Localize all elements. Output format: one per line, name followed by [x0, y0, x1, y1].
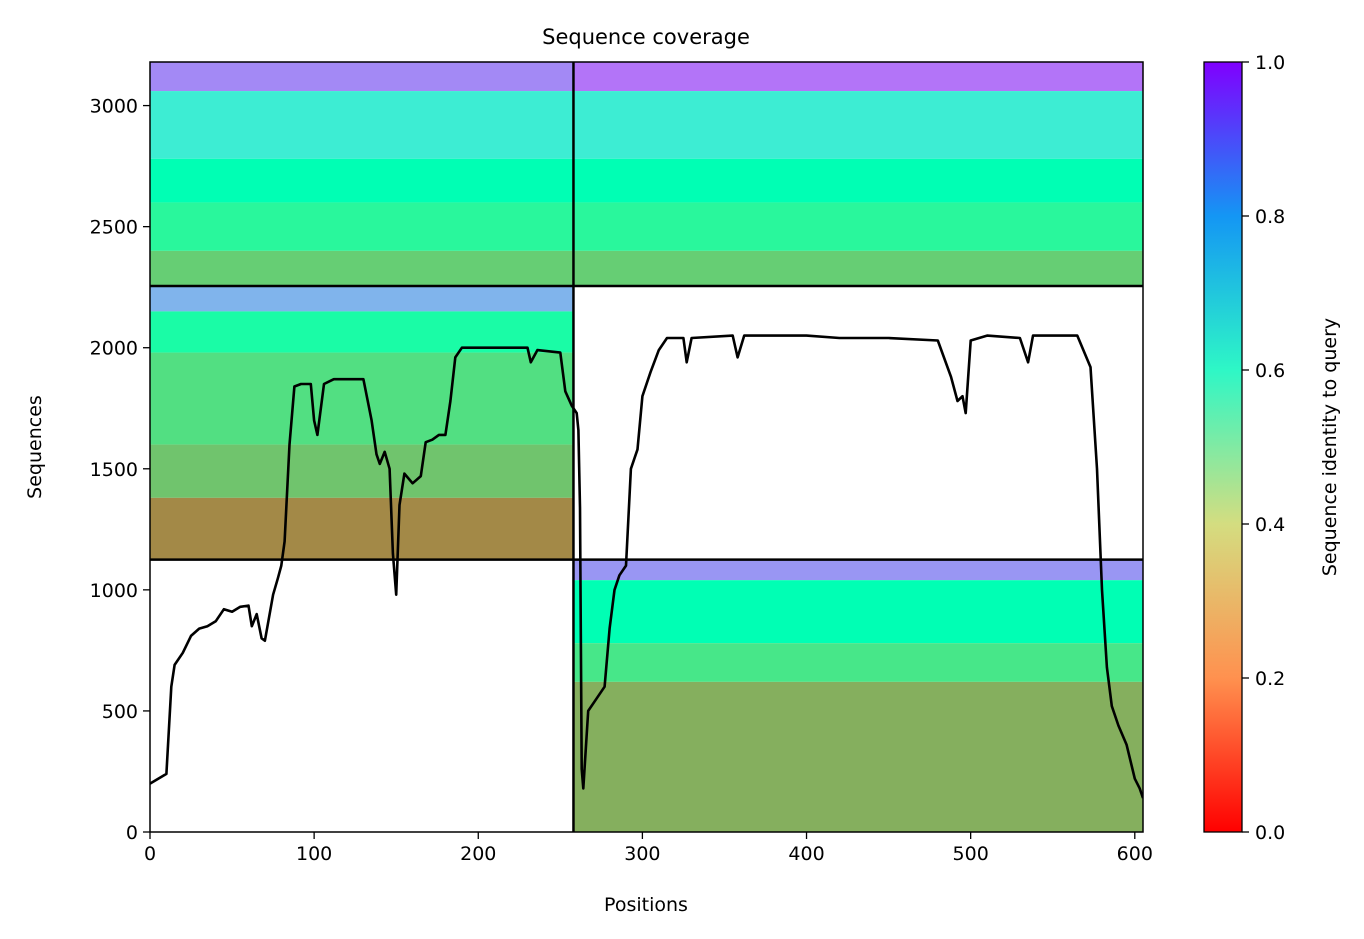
plot-frame	[149, 61, 1144, 833]
chart-title: Sequence coverage	[542, 25, 750, 49]
y-tick-label: 0	[126, 822, 138, 844]
colorbar-label: Sequence identity to query	[1319, 318, 1341, 576]
msa-band	[150, 352, 574, 445]
msa-band	[150, 444, 574, 498]
msa-band	[573, 202, 1143, 251]
x-axis: 0 100 200 300 400 500 600	[144, 832, 1153, 865]
msa-band	[573, 580, 1143, 644]
chain-separators	[150, 62, 1143, 832]
colorbar-tick-label: 0.6	[1255, 360, 1285, 382]
x-tick-label: 600	[1117, 843, 1153, 865]
msa-band	[573, 559, 1143, 581]
colorbar-tick-label: 0.4	[1255, 514, 1285, 536]
msa-band	[573, 250, 1143, 286]
y-tick-label: 500	[102, 701, 138, 723]
msa-band	[150, 250, 574, 286]
y-tick-label: 1000	[90, 580, 138, 602]
y-axis-label: Sequences	[24, 395, 46, 499]
msa-band	[573, 681, 1143, 832]
coverage-line	[150, 334, 1143, 799]
x-tick-label: 500	[953, 843, 989, 865]
colorbar-tick-label: 0.0	[1255, 822, 1285, 844]
colorbar-ticks: 0.0 0.2 0.4 0.6 0.8 1.0	[1242, 52, 1285, 844]
msa-band	[150, 285, 574, 312]
msa-band	[150, 158, 574, 203]
colorbar-tick-label: 0.2	[1255, 668, 1285, 690]
msa-band	[150, 311, 574, 353]
colorbar: 0.0 0.2 0.4 0.6 0.8 1.0 Sequence identity to …	[1203, 52, 1341, 844]
msa-band	[573, 158, 1143, 203]
y-axis: 0 500 1000 1500 2000 2500 3000	[90, 96, 150, 844]
coverage-line-layer	[150, 334, 1143, 799]
colorbar-tick-label: 1.0	[1255, 52, 1285, 74]
msa-band	[573, 91, 1143, 159]
x-tick-label: 100	[296, 843, 332, 865]
plot-area	[150, 62, 1143, 832]
heatmap-layer	[150, 62, 1143, 832]
x-tick-label: 300	[624, 843, 660, 865]
x-tick-label: 200	[460, 843, 496, 865]
msa-band	[150, 91, 574, 159]
x-tick-label: 0	[144, 843, 156, 865]
msa-band	[150, 62, 574, 92]
msa-band	[573, 643, 1143, 682]
x-axis-label: Positions	[604, 894, 688, 916]
x-tick-label: 400	[788, 843, 824, 865]
y-tick-label: 3000	[90, 96, 138, 118]
msa-block-1	[150, 62, 574, 286]
colorbar-tick-label: 0.8	[1255, 206, 1285, 228]
msa-block-2	[573, 62, 1143, 286]
msa-block-3	[150, 285, 574, 560]
msa-block-4	[573, 559, 1143, 832]
y-tick-label: 2500	[90, 217, 138, 239]
y-tick-label: 2000	[90, 338, 138, 360]
y-tick-label: 1500	[90, 459, 138, 481]
msa-band	[573, 62, 1143, 92]
msa-band	[150, 202, 574, 251]
msa-band	[150, 497, 574, 560]
colorbar-gradient	[1203, 61, 1243, 833]
